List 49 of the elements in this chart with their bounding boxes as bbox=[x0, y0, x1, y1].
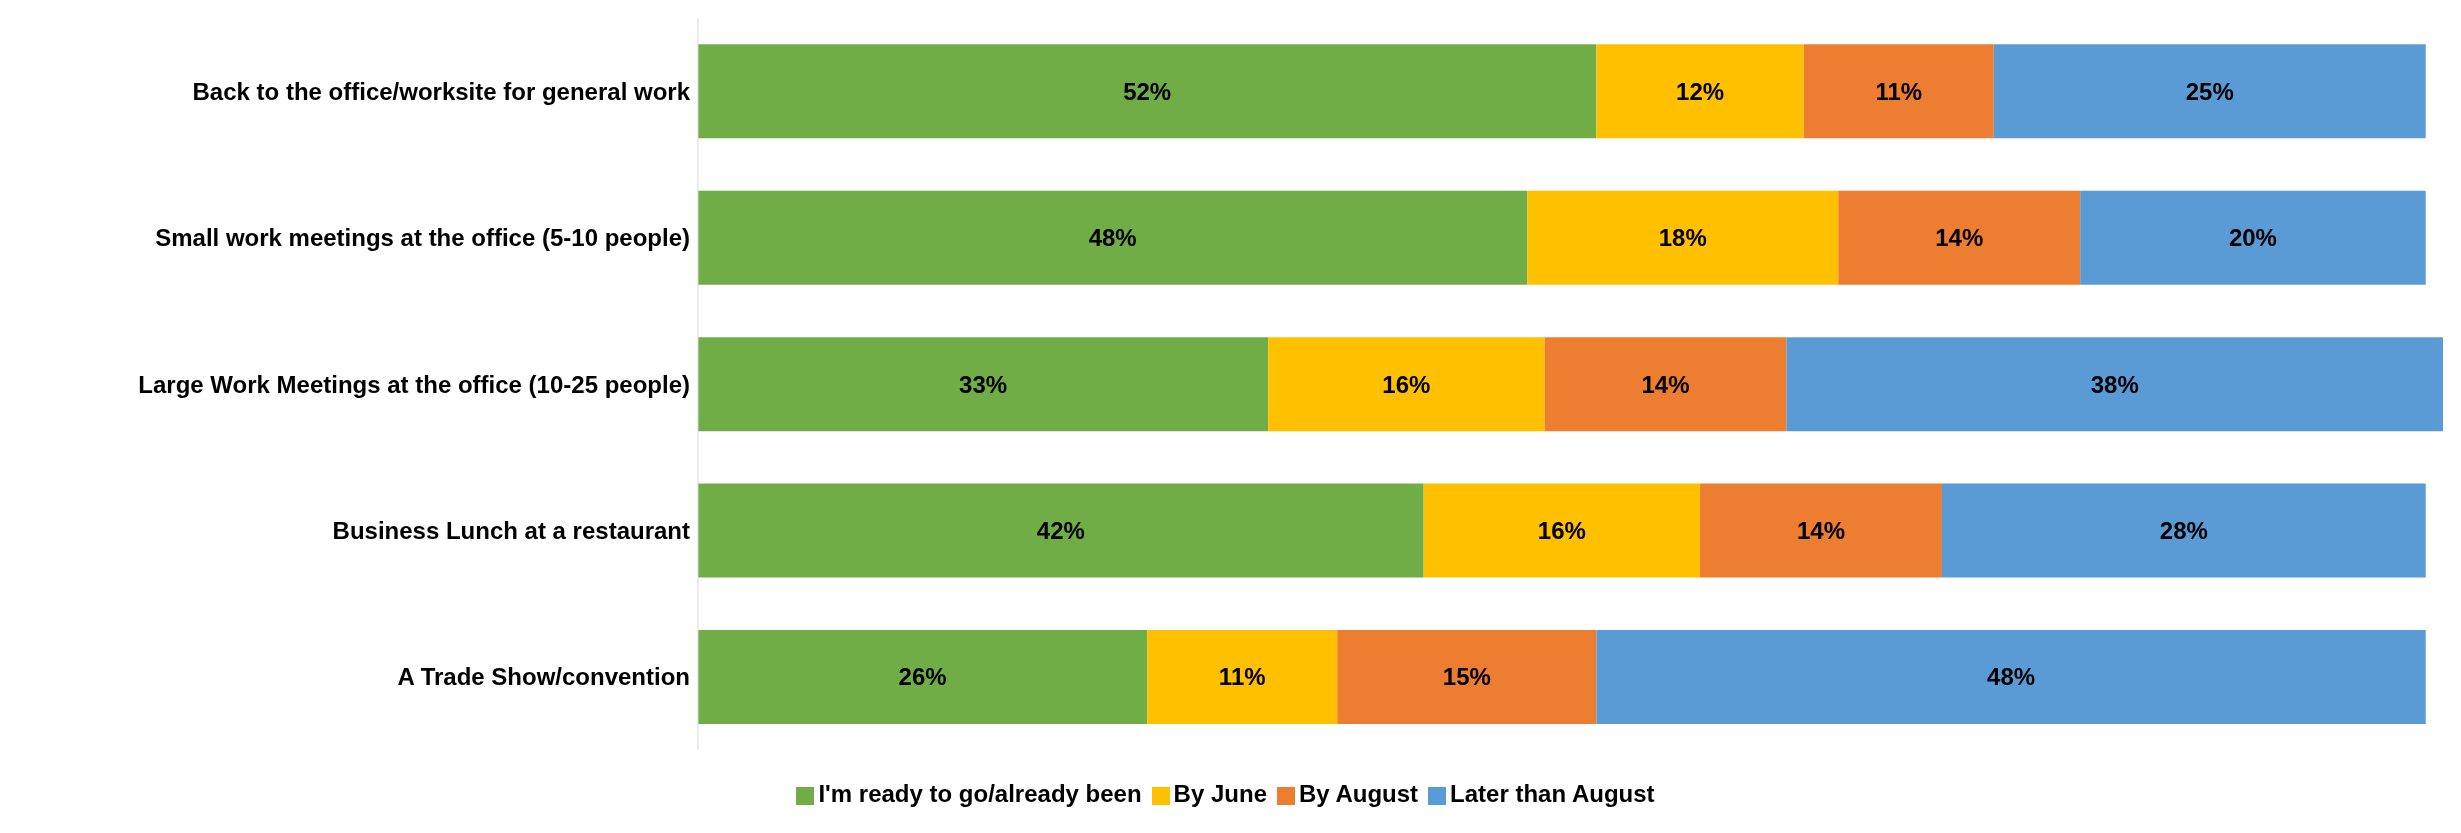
bar bbox=[2080, 190, 2426, 285]
bar bbox=[1337, 629, 1597, 724]
bar bbox=[1596, 44, 1804, 139]
data-label: 15% bbox=[1442, 663, 1491, 691]
y-tick-label: Business Lunch at a restaurant bbox=[332, 516, 690, 544]
bar bbox=[1596, 629, 2426, 724]
bar bbox=[1147, 629, 1338, 724]
y-tick-label: A Trade Show/convention bbox=[397, 663, 690, 691]
data-label: 14% bbox=[1797, 517, 1846, 545]
data-label: 18% bbox=[1658, 224, 1707, 252]
legend-label: By August bbox=[1298, 780, 1419, 807]
data-label: 16% bbox=[1537, 517, 1586, 545]
bar bbox=[698, 337, 1269, 432]
y-tick-label: Small work meetings at the office (5-10 people) bbox=[155, 224, 690, 252]
data-label: 52% bbox=[1123, 77, 1172, 105]
data-label: 14% bbox=[1935, 224, 1984, 252]
legend-label: I'm ready to go/already been bbox=[818, 780, 1142, 807]
bar bbox=[698, 190, 1528, 285]
bar bbox=[1423, 483, 1701, 578]
data-label: 38% bbox=[2090, 370, 2139, 398]
data-label: 25% bbox=[2185, 77, 2234, 105]
bar bbox=[698, 629, 1148, 724]
data-label: 33% bbox=[959, 370, 1008, 398]
data-label: 16% bbox=[1382, 370, 1431, 398]
data-label: 48% bbox=[1088, 224, 1137, 252]
y-tick-label: Large Work Meetings at the office (10-25 people) bbox=[138, 370, 690, 398]
bar bbox=[1700, 483, 1942, 578]
bar bbox=[1941, 483, 2426, 578]
y-tick-label: Back to the office/worksite for general work bbox=[192, 77, 691, 105]
legend-label: By June bbox=[1173, 780, 1267, 807]
data-label: 48% bbox=[1987, 663, 2036, 691]
data-label: 14% bbox=[1641, 370, 1690, 398]
data-label: 28% bbox=[2159, 517, 2208, 545]
bar bbox=[1527, 190, 1839, 285]
data-label: 26% bbox=[898, 663, 947, 691]
bar bbox=[1993, 44, 2426, 139]
bar bbox=[1786, 337, 2443, 432]
bar bbox=[698, 483, 1424, 578]
bar bbox=[1544, 337, 1787, 432]
data-label: 11% bbox=[1875, 77, 1923, 105]
bar bbox=[1268, 337, 1545, 432]
legend-label: Later than August bbox=[1450, 780, 1655, 807]
data-label: 42% bbox=[1036, 517, 1085, 545]
data-label: 11% bbox=[1218, 663, 1266, 691]
bar bbox=[698, 44, 1597, 139]
data-label: 20% bbox=[2228, 224, 2277, 252]
data-label: 12% bbox=[1676, 77, 1725, 105]
bar bbox=[1838, 190, 2081, 285]
bar bbox=[1803, 44, 1994, 139]
